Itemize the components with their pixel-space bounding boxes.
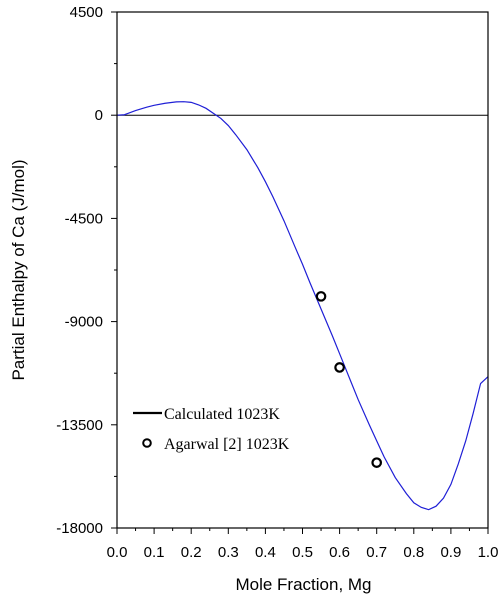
data-point-agarwal xyxy=(315,291,327,302)
x-tick-label: 0.3 xyxy=(218,544,239,561)
x-tick-label: 0.2 xyxy=(181,544,202,561)
y-tick-label: 4500 xyxy=(70,4,103,21)
x-tick-label: 0.9 xyxy=(440,544,461,561)
y-tick-label: -4500 xyxy=(65,210,103,227)
x-tick-label: 0.4 xyxy=(255,544,276,561)
series-line-calculated xyxy=(116,101,489,511)
legend-marker-swatch xyxy=(142,438,152,448)
y-axis-title: Partial Enthalpy of Ca (J/mol) xyxy=(9,159,28,380)
y-tick-label: -18000 xyxy=(56,520,103,537)
x-tick-label: 0.1 xyxy=(144,544,165,561)
x-tick-label: 0.8 xyxy=(403,544,424,561)
x-tick-label: 1.0 xyxy=(478,544,499,561)
x-axis-title: Mole Fraction, Mg xyxy=(235,575,371,594)
y-tick-label: -9000 xyxy=(65,314,103,331)
legend-label-calculated: Calculated 1023K xyxy=(164,406,280,423)
y-tick-label: 0 xyxy=(95,107,103,124)
x-tick-label: 0.0 xyxy=(107,544,128,561)
data-point-agarwal xyxy=(334,362,345,373)
x-tick-label: 0.7 xyxy=(366,544,387,561)
legend-label-agarwal: Agarwal [2] 1023K xyxy=(164,436,290,453)
data-point-agarwal xyxy=(371,457,382,468)
x-tick-label: 0.6 xyxy=(329,544,350,561)
x-tick-label: 0.5 xyxy=(292,544,313,561)
y-tick-label: -13500 xyxy=(56,417,103,434)
